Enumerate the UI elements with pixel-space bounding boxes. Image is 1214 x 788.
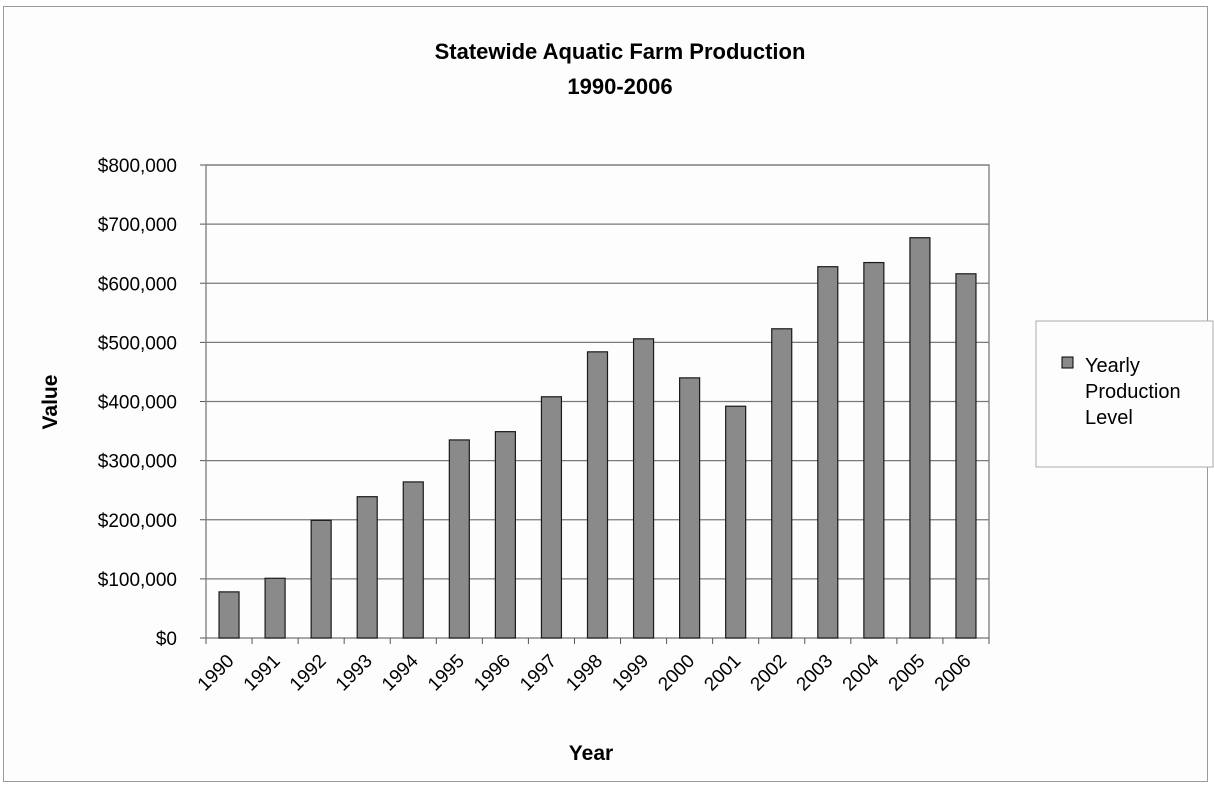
- bar: [540, 396, 563, 639]
- bar: [448, 439, 470, 639]
- bar: [679, 377, 701, 639]
- legend-swatch: [1061, 356, 1074, 369]
- legend-label-line: Yearly: [1085, 355, 1140, 377]
- bar: [771, 328, 793, 639]
- x-tick-label: 1992: [286, 651, 331, 696]
- bar: [218, 591, 240, 639]
- y-tick-label: $500,000: [98, 333, 177, 354]
- x-tick-label: 2005: [885, 651, 930, 696]
- x-tick-label: 1993: [332, 651, 377, 696]
- chart-title: Statewide Aquatic Farm Production: [435, 39, 806, 64]
- y-tick-label: $0: [156, 629, 177, 650]
- x-tick-label: 1990: [194, 651, 239, 696]
- legend-label-line: Production: [1085, 381, 1181, 403]
- chart-subtitle: 1990-2006: [567, 74, 672, 99]
- x-tick-label: 2003: [793, 651, 838, 696]
- x-tick-label: 1998: [562, 651, 607, 696]
- x-tick-label: 2000: [654, 651, 699, 696]
- x-tick-label: 2002: [747, 651, 792, 696]
- y-tick-label: $200,000: [98, 511, 177, 532]
- bar: [955, 273, 977, 639]
- legend-box: [1035, 320, 1214, 468]
- bar: [725, 405, 747, 639]
- bar: [909, 237, 931, 639]
- x-tick-label: 1999: [608, 651, 653, 696]
- x-tick-label: 1997: [516, 651, 561, 696]
- x-tick-label: 1996: [470, 651, 515, 696]
- bar: [863, 261, 885, 639]
- plot-area: $0 $100,000 $200,000 $300,000 $400,000 $500,0…: [98, 156, 990, 696]
- y-tick-label: $300,000: [98, 452, 177, 473]
- bar: [494, 431, 516, 639]
- y-axis-title: Value: [39, 375, 62, 430]
- y-tick-label: $100,000: [98, 570, 177, 591]
- legend-label: Yearly Production Level: [1085, 355, 1181, 429]
- bar: [586, 351, 609, 639]
- x-tick-label: 2006: [931, 651, 976, 696]
- legend-label-line: Level: [1085, 407, 1133, 429]
- y-tick-label: $700,000: [98, 215, 177, 236]
- y-tick-label: $400,000: [98, 393, 177, 414]
- bar: [356, 496, 378, 639]
- bar: [817, 266, 839, 639]
- x-tick-label: 2004: [839, 650, 884, 695]
- legend: Yearly Production Level: [1035, 320, 1214, 468]
- x-tick-label: 1991: [240, 651, 285, 696]
- bar: [264, 577, 286, 639]
- x-tick-label: 1994: [378, 650, 423, 695]
- y-tick-label: $600,000: [98, 274, 177, 295]
- x-axis-title: Year: [569, 742, 613, 765]
- bar: [632, 338, 655, 639]
- x-tick-label: 2001: [700, 651, 745, 696]
- x-tick-label: 1995: [424, 651, 469, 696]
- bar: [310, 519, 332, 639]
- bar: [402, 481, 424, 639]
- y-tick-label: $800,000: [98, 156, 177, 177]
